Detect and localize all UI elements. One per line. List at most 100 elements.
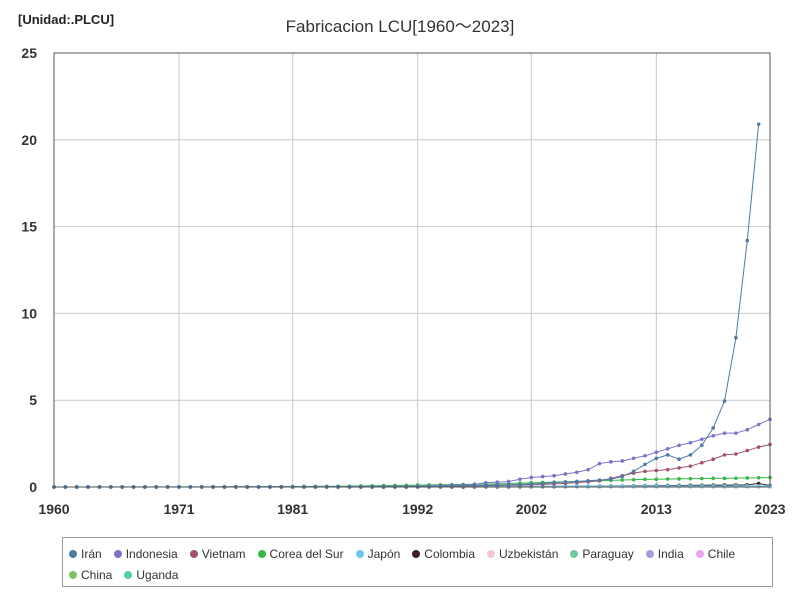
data-point — [552, 480, 556, 485]
legend-label: Uzbekistán — [499, 546, 559, 561]
data-point — [654, 456, 659, 461]
x-tick-label: 2002 — [516, 501, 547, 517]
legend-swatch — [113, 549, 122, 558]
data-point — [756, 445, 761, 449]
data-point — [484, 483, 488, 488]
data-point — [518, 482, 522, 487]
x-tick-label: 1992 — [402, 501, 433, 517]
data-point — [756, 475, 761, 480]
data-point — [711, 457, 715, 462]
x-tick-label: 2023 — [754, 501, 785, 517]
data-point — [415, 484, 420, 489]
data-point — [711, 426, 715, 430]
legend-swatch — [69, 570, 77, 579]
data-point — [711, 433, 715, 438]
legend-label: Irán — [81, 546, 102, 561]
legend-item-iran: Irán — [69, 543, 102, 564]
data-point — [609, 460, 613, 464]
grid-lines — [53, 52, 771, 488]
series-lines — [52, 122, 772, 489]
data-point — [734, 335, 738, 340]
data-point — [552, 473, 556, 478]
data-point — [597, 461, 602, 466]
data-point — [665, 467, 670, 472]
legend-item-uzbekistan: Uzbekistán — [487, 543, 558, 564]
data-point — [665, 477, 670, 481]
data-point — [518, 477, 522, 481]
legend-item-japon: Japón — [355, 543, 400, 564]
unit-label: [Unidad:.PLCU] — [18, 12, 115, 27]
data-point — [586, 478, 590, 483]
legend-swatch — [69, 549, 77, 558]
y-tick-label: 5 — [29, 392, 37, 408]
data-point — [665, 447, 670, 451]
data-point — [563, 480, 568, 484]
legend-label: Corea del Sur — [269, 546, 344, 561]
data-point — [700, 437, 704, 442]
data-point — [688, 453, 693, 457]
series-line-indonesia — [54, 418, 771, 488]
legend-item-china: China — [69, 564, 112, 585]
data-point — [643, 477, 647, 482]
data-point — [484, 480, 488, 485]
data-point — [734, 452, 738, 456]
data-point — [631, 456, 636, 461]
data-point — [688, 464, 693, 468]
series-line-iran — [54, 124, 760, 488]
legend-item-paraguay: Paraguay — [570, 543, 634, 564]
legend-label: Indonesia — [125, 546, 178, 561]
legend-label: Colombia — [424, 546, 475, 561]
data-point — [631, 469, 636, 474]
y-tick-label: 10 — [21, 305, 37, 321]
data-point — [495, 483, 500, 487]
legend-item-indonesia: Indonesia — [113, 543, 178, 564]
data-point — [665, 453, 670, 457]
data-point — [495, 480, 500, 484]
data-point — [745, 427, 750, 432]
data-point — [711, 476, 715, 481]
legend-label: Uganda — [136, 567, 179, 582]
data-point — [654, 450, 659, 455]
data-point — [688, 440, 693, 445]
legend: Irán Indonesia Vietnam Corea del Sur Japón Co… — [62, 537, 773, 587]
legend-item-colombia: Colombia — [412, 543, 475, 564]
chart-title: Fabricacion LCU[1960～2023] — [285, 17, 515, 36]
y-tick-label: 25 — [21, 45, 37, 61]
data-point — [677, 457, 681, 462]
x-tick-label: 2013 — [641, 501, 672, 517]
data-point — [609, 477, 613, 481]
data-point — [745, 448, 750, 453]
data-point — [700, 460, 704, 465]
legend-swatch — [189, 549, 198, 558]
x-tick-label: 1971 — [163, 501, 194, 517]
data-point — [506, 482, 511, 487]
data-point — [722, 431, 727, 435]
data-point — [427, 484, 431, 489]
data-point — [643, 469, 647, 474]
data-point — [756, 422, 761, 427]
y-tick-label: 15 — [21, 219, 37, 235]
legend-swatch — [257, 549, 266, 558]
legend-item-chile: Chile — [695, 543, 735, 564]
data-point — [631, 477, 636, 482]
legend-swatch — [645, 549, 654, 558]
data-point — [563, 472, 568, 476]
data-point — [643, 462, 647, 467]
data-point — [654, 477, 659, 481]
legend-swatch — [695, 549, 704, 558]
data-point — [677, 477, 681, 481]
y-tick-label: 20 — [21, 132, 37, 148]
data-point — [677, 443, 681, 448]
data-point — [722, 453, 727, 457]
data-point — [472, 483, 477, 488]
data-point — [700, 476, 704, 481]
data-point — [688, 476, 693, 481]
data-point — [586, 467, 590, 472]
data-point — [745, 238, 750, 243]
data-point — [745, 476, 750, 480]
legend-label: China — [81, 567, 113, 582]
data-point — [677, 466, 681, 470]
data-point — [722, 399, 727, 403]
data-point — [574, 479, 579, 484]
legend-swatch — [124, 570, 133, 579]
